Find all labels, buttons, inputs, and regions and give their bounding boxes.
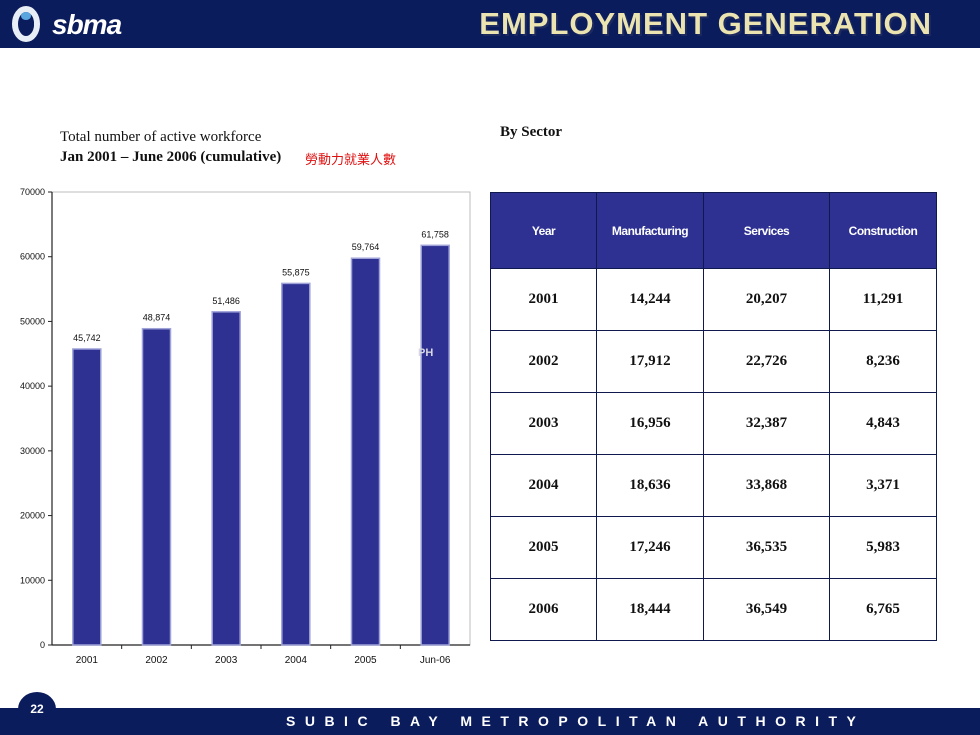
page-number-badge: 22 — [18, 692, 56, 726]
table-row: 2003 16,956 32,387 4,843 — [490, 392, 937, 455]
y-tick-label: 30000 — [20, 446, 45, 456]
bar — [72, 348, 102, 646]
table-cell: 3,371 — [829, 454, 937, 517]
bar — [141, 327, 172, 646]
table-cell: 33,868 — [703, 454, 830, 517]
table-cell: 18,444 — [596, 578, 704, 641]
logo-text: sbma — [52, 9, 122, 40]
chart-subtitle-chinese: 勞動力就業人數 — [305, 153, 397, 168]
x-tick-label: 2004 — [285, 655, 308, 666]
bar-value-label: 59,764 — [352, 242, 380, 252]
x-tick-label: 2005 — [354, 655, 377, 666]
footer-authority-name: SUBIC BAY METROPOLITAN AUTHORITY — [286, 713, 866, 729]
x-tick-label: 2003 — [215, 655, 238, 666]
table-body: 2001 14,244 20,207 11,291 2002 17,912 22,726 8,… — [490, 268, 937, 641]
bar — [350, 257, 381, 646]
bar — [211, 311, 241, 646]
bar — [281, 282, 311, 646]
column-header-manufacturing: Manufacturing — [596, 192, 704, 269]
table-row: 2004 18,636 33,868 3,371 — [490, 454, 937, 517]
table-cell: 2005 — [490, 516, 597, 579]
y-tick-label: 70000 — [20, 187, 45, 197]
table-cell: 32,387 — [703, 392, 830, 455]
table-cell: 20,207 — [703, 268, 830, 331]
bar-value-label: 61,758 — [421, 229, 449, 239]
workforce-bar-chart: 0 10000 20000 30000 40000 50000 60000 70000 45,7… — [20, 187, 471, 666]
table-cell: 2006 — [490, 578, 597, 641]
table-cell: 5,983 — [829, 516, 937, 579]
y-tick-label: 40000 — [20, 381, 45, 391]
table-cell: 16,956 — [596, 392, 704, 455]
table-cell: 17,912 — [596, 330, 704, 393]
table-row: 2005 17,246 36,535 5,983 — [490, 516, 937, 579]
table-cell: 22,726 — [703, 330, 830, 393]
table-cell: 2003 — [490, 392, 597, 455]
bar-value-label: 48,874 — [143, 313, 171, 323]
table-cell: 36,549 — [703, 578, 830, 641]
table-cell: 8,236 — [829, 330, 937, 393]
sector-table: Year Manufacturing Services Construction… — [490, 192, 937, 641]
column-header-year: Year — [490, 192, 597, 269]
bar-value-label: 45,742 — [73, 333, 101, 343]
table-cell: 2001 — [490, 268, 597, 331]
footer-bar: SUBIC BAY METROPOLITAN AUTHORITY — [0, 708, 980, 735]
table-row: 2001 14,244 20,207 11,291 — [490, 268, 937, 331]
x-tick-label: 2001 — [76, 655, 99, 666]
y-tick-label: 20000 — [20, 511, 45, 521]
table-row: 2002 17,912 22,726 8,236 — [490, 330, 937, 393]
table-cell: 6,765 — [829, 578, 937, 641]
watermark-text: PH — [418, 347, 434, 359]
sbma-logo: sbma — [8, 6, 138, 42]
y-tick-label: 50000 — [20, 316, 45, 326]
table-header-row: Year Manufacturing Services Construction — [490, 192, 937, 269]
column-header-services: Services — [703, 192, 830, 269]
table-cell: 36,535 — [703, 516, 830, 579]
column-header-construction: Construction — [829, 192, 937, 269]
chart-subtitle-line1: Total number of active workforce — [60, 129, 262, 145]
y-tick-label: 60000 — [20, 252, 45, 262]
table-cell: 2004 — [490, 454, 597, 517]
table-cell: 2002 — [490, 330, 597, 393]
table-title: By Sector — [500, 124, 563, 140]
chart-subtitle-line2: Jan 2001 – June 2006 (cumulative) — [60, 149, 282, 165]
plot-frame — [51, 191, 471, 646]
table-row: 2006 18,444 36,549 6,765 — [490, 578, 937, 641]
x-tick-label: Jun-06 — [420, 655, 451, 666]
table-cell: 14,244 — [596, 268, 704, 331]
x-tick-label: 2002 — [145, 655, 168, 666]
page-title: EMPLOYMENT GENERATION — [479, 6, 932, 41]
table-cell: 4,843 — [829, 392, 937, 455]
table-cell: 11,291 — [829, 268, 937, 331]
bar — [420, 244, 450, 646]
logo-mark-icon — [12, 6, 40, 42]
y-tick-label: 0 — [40, 640, 45, 650]
table-cell: 17,246 — [596, 516, 704, 579]
table-cell: 18,636 — [596, 454, 704, 517]
y-tick-label: 10000 — [20, 575, 45, 585]
bar-value-label: 55,875 — [282, 267, 310, 277]
bar-value-label: 51,486 — [212, 296, 240, 306]
header-bar: sbma EMPLOYMENT GENERATION — [0, 0, 980, 48]
